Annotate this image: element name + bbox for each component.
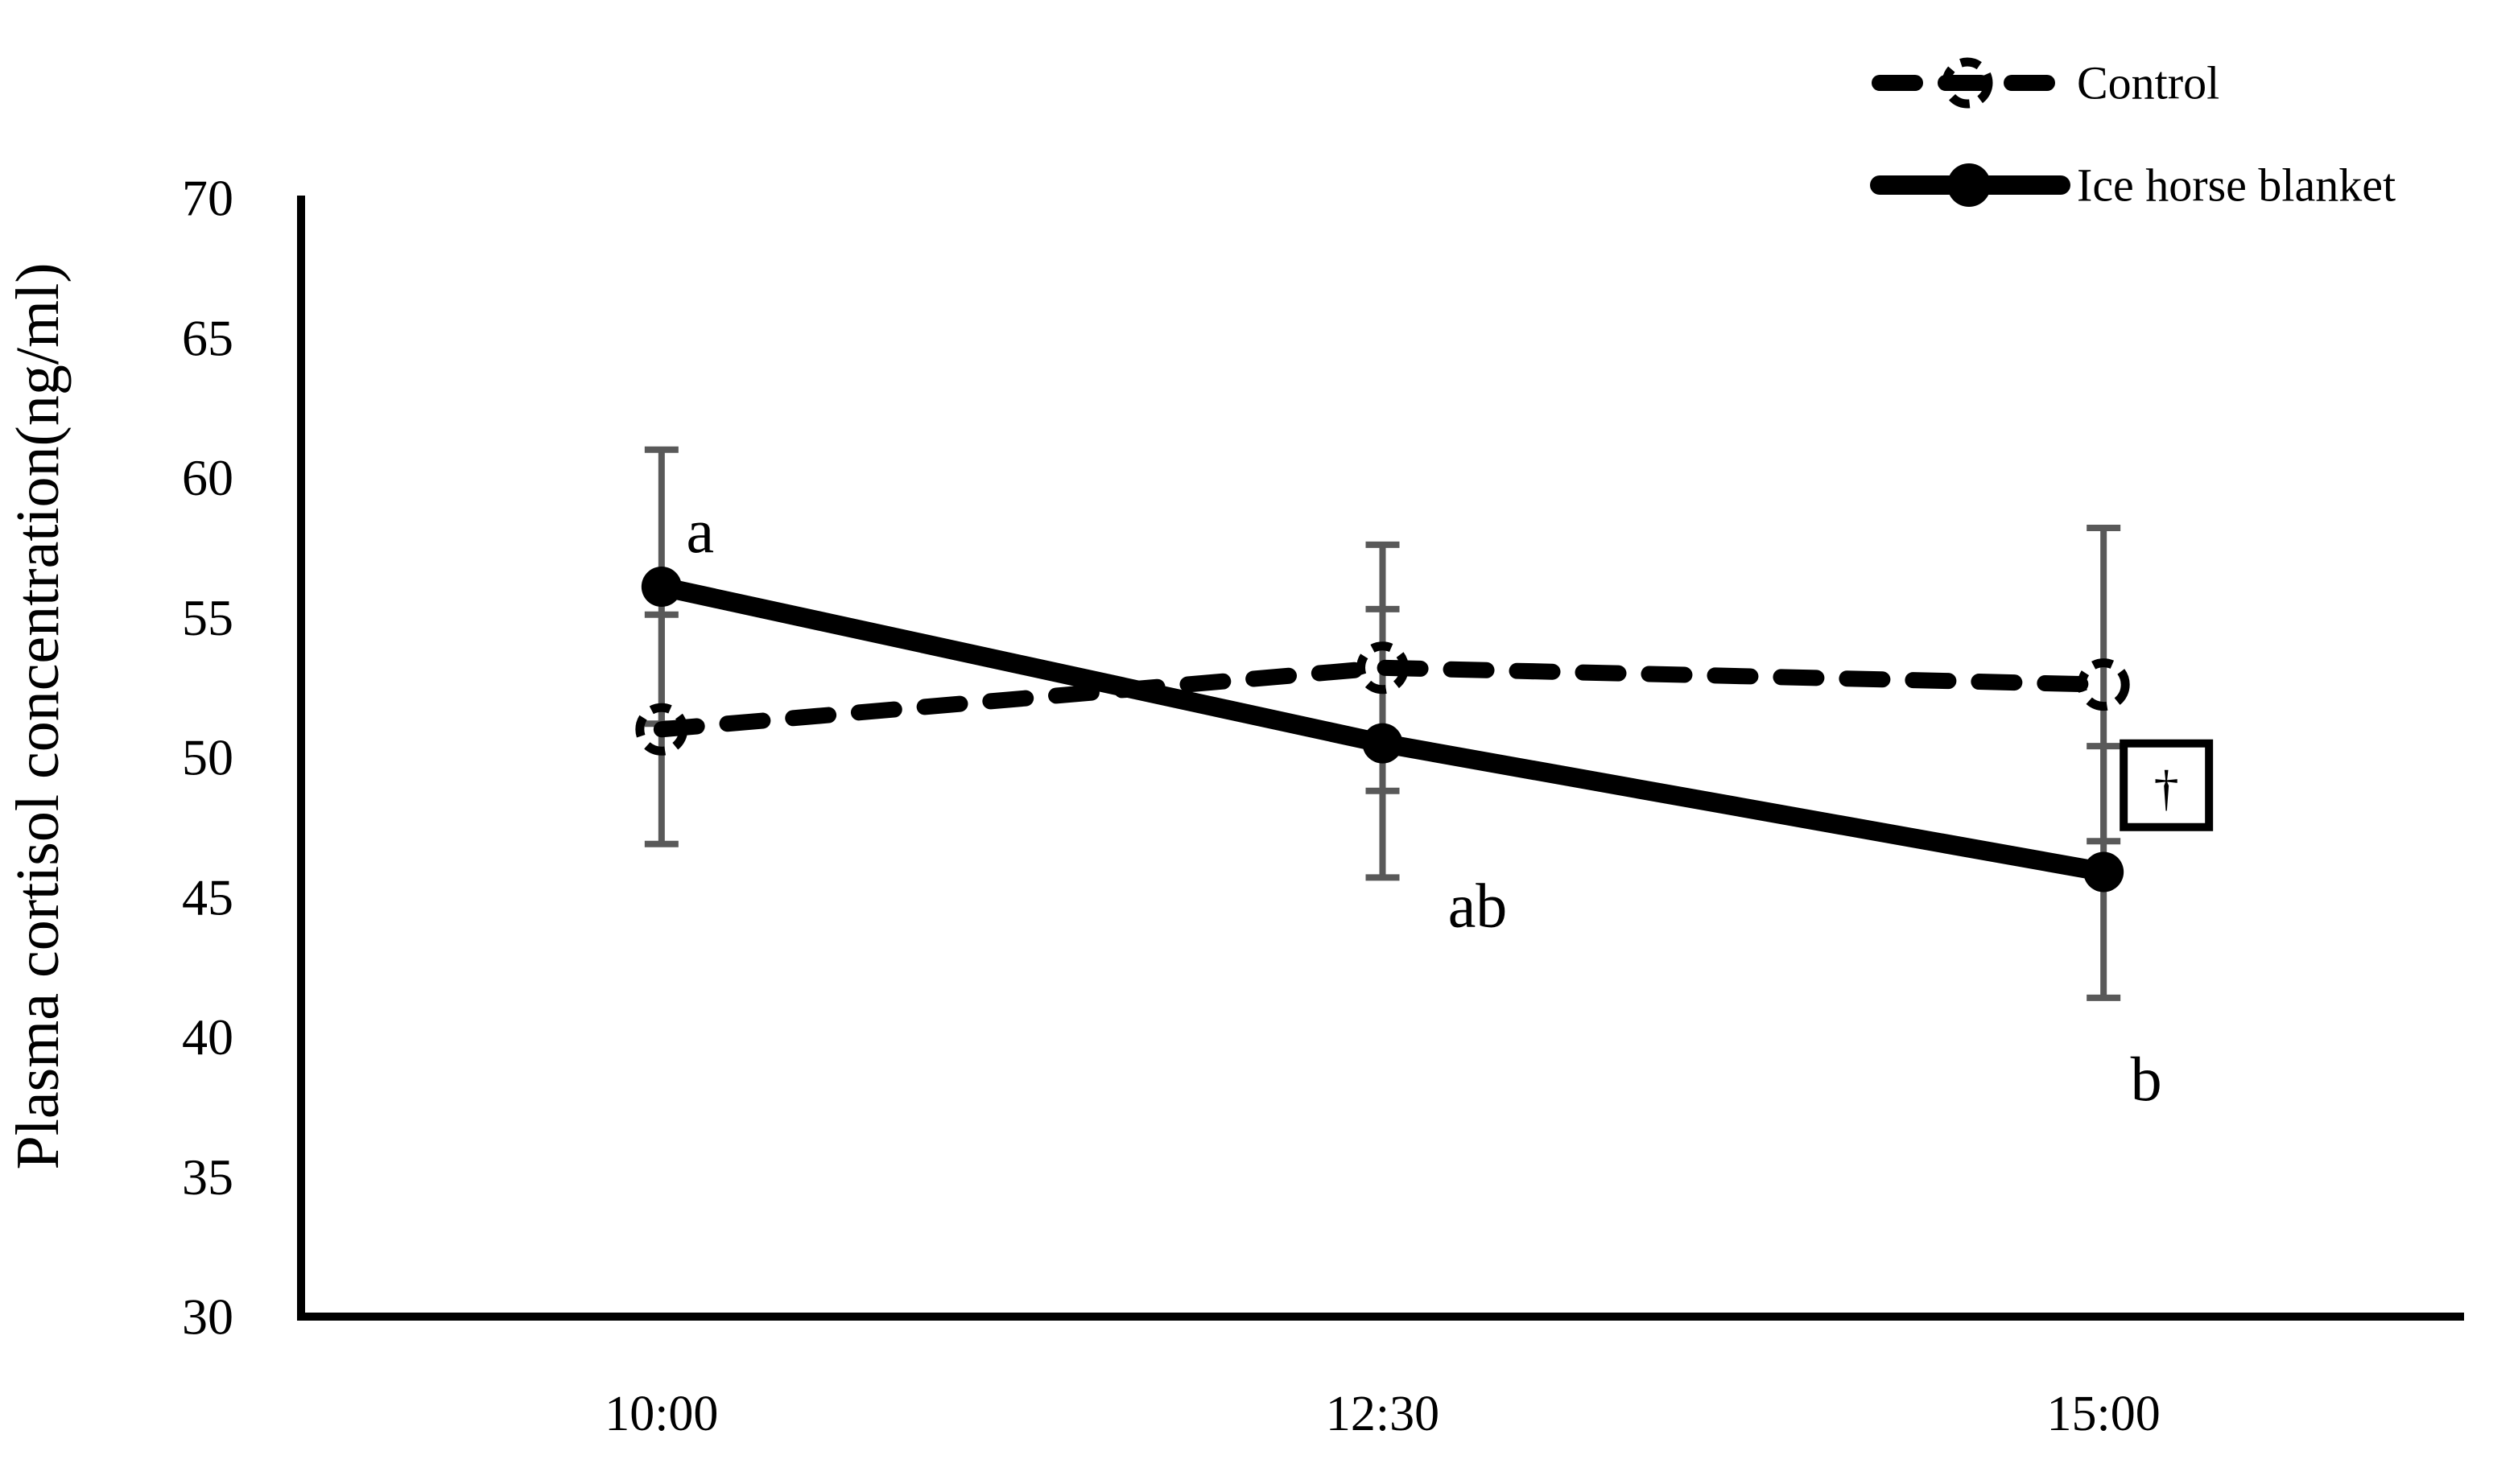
y-tick-label: 50 <box>182 729 233 786</box>
series-line-control <box>653 659 2112 738</box>
marker-open-dashed-circle <box>2077 658 2130 711</box>
dagger-box <box>2120 739 2214 831</box>
marker-open-dashed-circle <box>635 703 688 756</box>
marker-open-dashed-circle <box>1356 641 1409 695</box>
legend-control-marker <box>1942 57 1993 109</box>
annotation-dagger: † <box>2154 761 2179 816</box>
x-tick-label: 12:30 <box>1326 1387 1439 1441</box>
y-tick-label: 45 <box>182 868 233 925</box>
y-tick-label: 65 <box>182 309 233 366</box>
legend-ice-marker <box>1947 163 1991 207</box>
y-tick-label: 55 <box>182 589 233 646</box>
annotation-a: a <box>687 496 715 566</box>
legend-control-label: Control <box>2077 57 2219 109</box>
marker-filled-circle <box>641 567 682 608</box>
y-axis-title: Plasma cortisol concentration(ng/ml) <box>4 262 72 1169</box>
marker-filled-circle <box>1362 723 1403 764</box>
legend-ice-label: Ice horse blanket <box>2077 159 2396 212</box>
x-tick-label: 10:00 <box>605 1387 718 1441</box>
legend-item-control: Control <box>1872 57 2219 109</box>
legend-item-ice-horse-blanket: Ice horse blanket <box>1870 159 2396 212</box>
y-tick-label: 30 <box>182 1288 233 1346</box>
y-tick-label: 35 <box>182 1148 233 1206</box>
annotation-ab: ab <box>1448 871 1508 941</box>
marker-filled-circle <box>2083 851 2124 892</box>
x-tick-label: 15:00 <box>2047 1387 2161 1441</box>
y-tick-label: 60 <box>182 449 233 506</box>
annotation-b: b <box>2131 1044 2162 1114</box>
y-tick-label: 40 <box>182 1008 233 1066</box>
plot-area: 30 35 40 45 50 55 60 65 70 10:00 12:30 15:00 a ab b † <box>182 170 2464 1441</box>
y-tick-label: 70 <box>182 170 233 227</box>
legend: Control Ice horse blanket <box>1870 57 2396 212</box>
